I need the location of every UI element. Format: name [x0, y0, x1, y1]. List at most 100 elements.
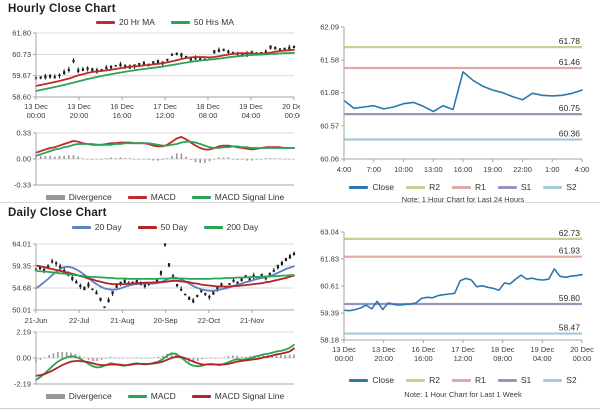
x-axis-labels: 13 Dec 00:00 13 Dec 20:00 16 Dec 16:00 17 Dec 1… [24, 97, 300, 120]
legend-item-close: Close [349, 182, 394, 192]
svg-text:22-Oct: 22-Oct [198, 316, 221, 325]
legend-label: R2 [429, 182, 440, 192]
level-label-S1: 59.80 [559, 293, 581, 303]
svg-text:-2.19: -2.19 [14, 380, 31, 389]
svg-text:60.06: 60.06 [320, 155, 339, 164]
daily-pivot-note: Note: 1 Hour Chart for Last 1 Week [404, 390, 522, 399]
legend-item-20-day: 20 Day [71, 222, 122, 232]
series-MACD Signal Line [35, 347, 295, 377]
series-20 Day [35, 265, 295, 292]
legend-item-macd-signal-line: MACD Signal Line [191, 192, 284, 202]
level-label-S1: 60.75 [559, 103, 581, 113]
line-swatch-icon [191, 394, 211, 398]
gridlines [36, 32, 294, 98]
daily-macd-chart: 2.19 0.00 -2.19 [14, 328, 295, 389]
svg-text:0.00: 0.00 [16, 155, 31, 164]
legend-label: R1 [474, 375, 486, 385]
y-axis-labels: 63.04 61.83 60.61 59.39 58.18 [320, 228, 344, 345]
svg-text:60.57: 60.57 [320, 121, 339, 130]
svg-text:1:00: 1:00 [545, 165, 560, 174]
svg-text:-0.33: -0.33 [14, 181, 31, 190]
svg-text:60.61: 60.61 [320, 282, 339, 291]
bar-swatch-icon [45, 194, 65, 200]
svg-text:62.09: 62.09 [320, 23, 339, 32]
hourly-macd-chart: 0.33 0.00 -0.33 [14, 129, 295, 190]
level-label-R1: 61.93 [559, 246, 581, 256]
legend-item-macd: MACD [127, 391, 176, 401]
legend-item-divergence: Divergence [45, 192, 112, 202]
level-label-R2: 61.78 [559, 36, 581, 46]
daily-macd-legend: Divergence MACD MACD Signal Line [36, 390, 294, 402]
series-MACD Signal Line [35, 140, 295, 157]
legend-item-50-day: 50 Day [137, 222, 188, 232]
svg-text:61.58: 61.58 [320, 56, 339, 65]
legend-label: MACD [150, 192, 176, 202]
legend-label: Divergence [68, 192, 112, 202]
series-20 Hr MA [35, 48, 295, 87]
svg-text:59.67: 59.67 [12, 71, 31, 80]
legend-item-macd-signal-line: MACD Signal Line [191, 391, 284, 401]
svg-text:60.73: 60.73 [12, 50, 31, 59]
legend-label: 200 Day [226, 222, 259, 232]
x-axis-labels: 13 Dec 00:00 13 Dec 20:00 16 Dec 16:00 17 Dec 1… [332, 340, 594, 363]
svg-text:0.00: 0.00 [16, 354, 31, 363]
pivot-level-lines: 61.78 61.46 60.75 60.36 [344, 36, 582, 141]
legend-item-20-hr-ma: 20 Hr MA [95, 17, 155, 27]
svg-text:59.35: 59.35 [12, 261, 31, 270]
legend-item-s1: S1 [497, 375, 531, 385]
svg-text:63.04: 63.04 [320, 228, 339, 237]
legend-item-s2: S2 [543, 182, 577, 192]
svg-text:7:00: 7:00 [366, 165, 381, 174]
bottom-divider [0, 408, 600, 409]
svg-text:54.68: 54.68 [12, 283, 31, 292]
legend-label: MACD [150, 391, 176, 401]
legend-item-s2: S2 [543, 375, 577, 385]
line-swatch-icon [349, 378, 369, 382]
legend-item-s1: S1 [497, 182, 531, 192]
daily-pivot-legend: Close R2 R1 S1 S2 [344, 374, 582, 386]
svg-text:64.01: 64.01 [12, 240, 31, 249]
series-Close [343, 268, 583, 312]
legend-label: 50 Hrs MA [193, 17, 235, 27]
svg-text:19:00: 19:00 [483, 165, 502, 174]
line-swatch-icon [127, 394, 147, 398]
svg-text:2.19: 2.19 [16, 328, 31, 337]
legend-item-r2: R2 [406, 182, 440, 192]
legend-label: S2 [566, 182, 577, 192]
svg-text:61.83: 61.83 [320, 254, 339, 263]
line-swatch-icon [191, 195, 211, 199]
legend-item-r2: R2 [406, 375, 440, 385]
legend-label: Divergence [68, 391, 112, 401]
candlesticks [34, 44, 296, 80]
svg-text:22-Jul: 22-Jul [69, 316, 90, 325]
legend-item-200-day: 200 Day [203, 222, 259, 232]
daily-pivot-chart: 62.73 61.93 59.80 58.47 63.04 61.83 60.61 59.39… [320, 228, 594, 364]
line-swatch-icon [451, 185, 471, 189]
legend-item-50-hrs-ma: 50 Hrs MA [170, 17, 235, 27]
series-50 Hrs MA [35, 51, 295, 92]
line-swatch-icon [71, 225, 91, 229]
y-axis-labels: 62.09 61.58 61.08 60.57 60.06 [320, 23, 344, 164]
y-axis-labels: 2.19 0.00 -2.19 [14, 328, 36, 389]
row-divider [0, 202, 600, 203]
svg-text:21-Aug: 21-Aug [110, 316, 134, 325]
line-swatch-icon [406, 185, 426, 189]
line-swatch-icon [127, 195, 147, 199]
level-label-S2: 58.47 [559, 323, 581, 333]
svg-text:10:00: 10:00 [394, 165, 413, 174]
legend-label: 20 Hr MA [118, 17, 155, 27]
x-axis-labels: 4:00 7:00 10:00 13:00 16:00 19:00 22:00 1:00 4:0… [337, 159, 589, 174]
svg-text:61.08: 61.08 [320, 88, 339, 97]
